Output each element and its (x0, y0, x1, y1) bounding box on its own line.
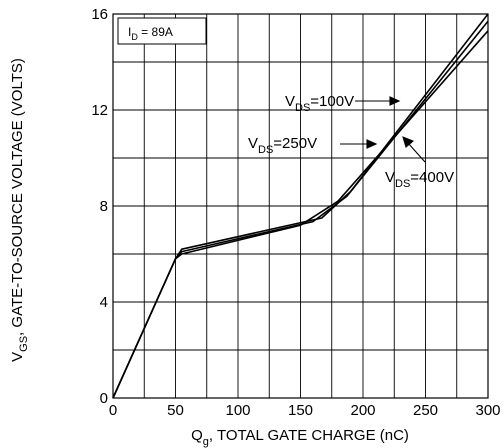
y-tick-label: 8 (100, 198, 108, 215)
series-line-400v (112, 13, 489, 399)
y-tick-label: 16 (91, 6, 108, 23)
series-labels: VDS=100V VDS=250V VDS=400V (248, 93, 454, 190)
arrowhead-400v (402, 136, 415, 148)
svg-text:ID = 89A: ID = 89A (128, 25, 173, 42)
x-tick-label: 300 (475, 402, 500, 419)
grid (112, 13, 489, 399)
annotation-arrows (340, 96, 426, 163)
arrow-400v (407, 142, 426, 163)
info-rest: = 89A (138, 25, 173, 39)
series-label-100v: VDS=100V (285, 93, 354, 114)
x-tick-label: 150 (288, 402, 313, 419)
x-tick-labels: 0 50 100 150 200 250 300 (109, 402, 501, 419)
x-tick-label: 100 (225, 402, 250, 419)
x-tick-label: 0 (109, 402, 117, 419)
arrowhead-100v (389, 96, 401, 106)
series-label-250v: VDS=250V (248, 135, 317, 156)
info-main: I (128, 25, 131, 39)
current-info-box: ID = 89A (117, 17, 207, 45)
arrowhead-250v (366, 139, 378, 149)
y-tick-labels: 0 4 8 12 16 (91, 6, 108, 407)
curves (112, 13, 489, 399)
plot-frame (112, 13, 489, 399)
y-tick-label: 12 (91, 102, 108, 119)
x-tick-label: 50 (167, 402, 184, 419)
y-tick-label: 4 (100, 294, 108, 311)
series-label-400v: VDS=400V (385, 169, 454, 190)
x-tick-label: 200 (350, 402, 375, 419)
y-axis-label: VGS, GATE-TO-SOURCE VOLTAGE (VOLTS) (9, 58, 30, 362)
info-sub: D (131, 32, 138, 42)
x-axis-label: Qg, TOTAL GATE CHARGE (nC) (191, 427, 409, 448)
y-tick-label: 0 (100, 390, 108, 407)
x-tick-label: 250 (413, 402, 438, 419)
